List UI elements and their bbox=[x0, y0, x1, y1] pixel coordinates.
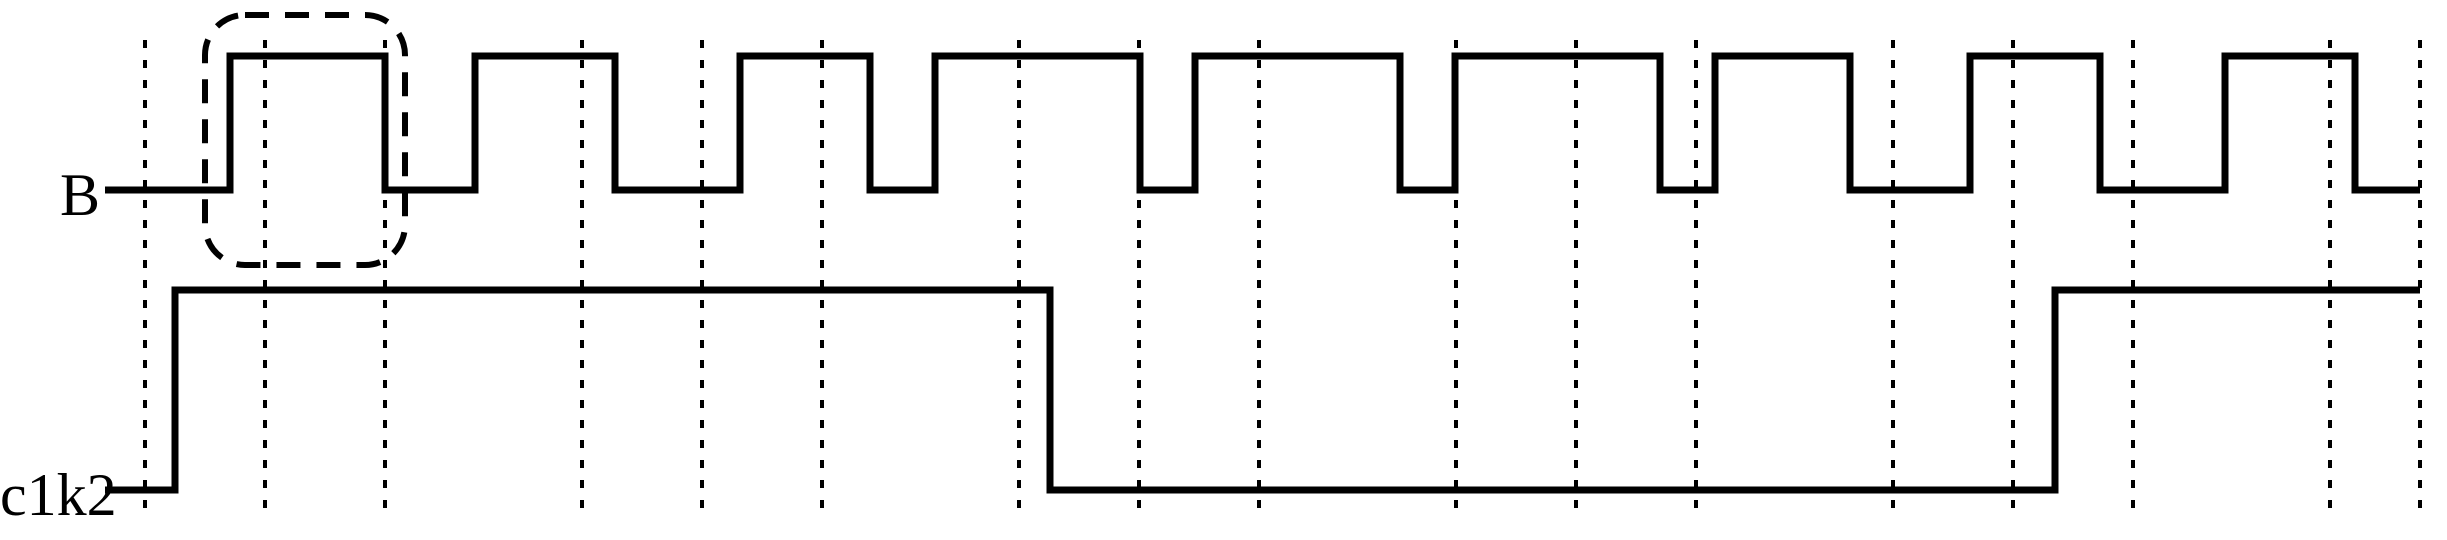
label-b: B bbox=[60, 162, 100, 228]
timing-diagram: Bc1k2 bbox=[0, 0, 2447, 540]
label-clk2: c1k2 bbox=[0, 462, 117, 528]
background bbox=[0, 0, 2447, 540]
